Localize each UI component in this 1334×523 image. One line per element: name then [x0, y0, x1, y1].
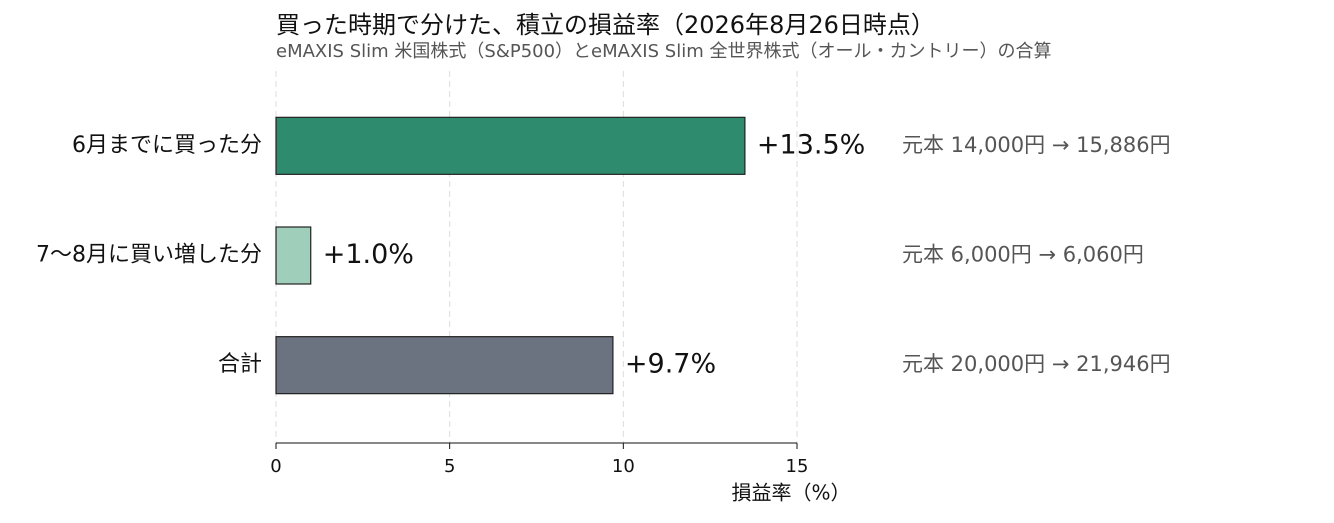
value-label: +13.5% [757, 129, 865, 160]
y-tick-label: 6月までに買った分 [72, 133, 262, 158]
y-tick-label: 7〜8月に買い増した分 [36, 243, 262, 268]
x-tick-label: 5 [444, 456, 455, 477]
bar [275, 336, 614, 395]
value-label: +1.0% [323, 239, 414, 270]
chart-subtitle: eMAXIS Slim 米国株式（S&P500）とeMAXIS Slim 全世界… [276, 41, 1051, 62]
x-tick-label: 0 [270, 456, 281, 477]
x-tick-label: 15 [786, 456, 809, 477]
chart-title: 買った時期で分けた、積立の損益率（2026年8月26日時点） [276, 11, 935, 39]
y-tick-label: 合計 [218, 352, 262, 377]
value-label: +9.7% [625, 349, 716, 380]
bar [275, 116, 746, 175]
x-tick-label: 10 [612, 456, 635, 477]
annotation: 元本 20,000円 → 21,946円 [902, 352, 1171, 376]
annotation: 元本 6,000円 → 6,060円 [902, 243, 1144, 267]
bar [275, 226, 312, 285]
x-axis-label: 損益率（%） [731, 481, 850, 505]
annotation: 元本 14,000円 → 15,886円 [902, 133, 1171, 157]
